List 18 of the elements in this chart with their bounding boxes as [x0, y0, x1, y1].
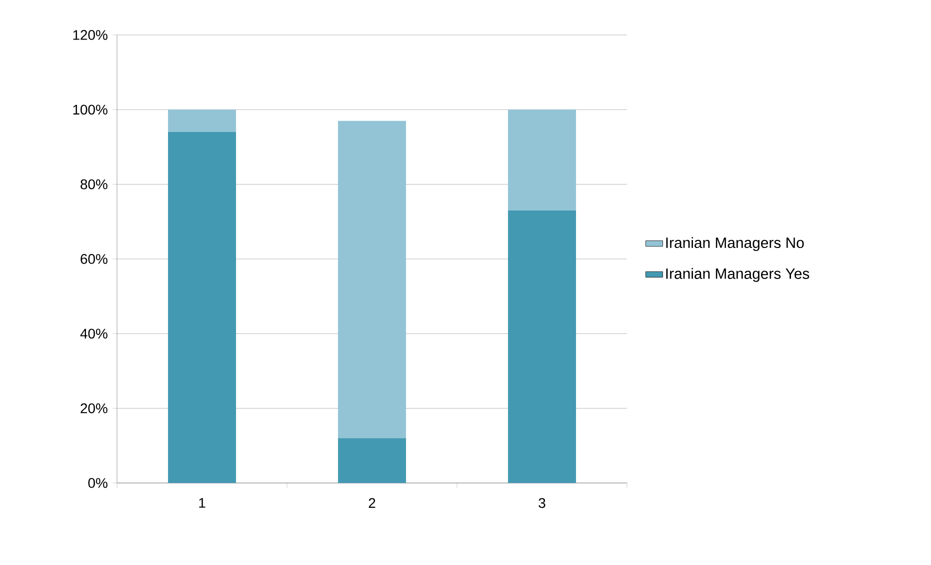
y-tick-label: 20%: [80, 403, 108, 414]
y-tick-label: 40%: [80, 328, 108, 339]
y-tick-label: 60%: [80, 254, 108, 264]
bar: [168, 132, 236, 483]
x-tick-label: 2: [368, 498, 376, 508]
bar: [508, 110, 576, 210]
bar: [338, 438, 406, 483]
y-tick-label: 0%: [88, 478, 108, 488]
bar: [508, 210, 576, 483]
x-tick-label: 1: [199, 498, 206, 508]
y-tick-label: 80%: [80, 179, 108, 190]
y-tick-label: 120%: [73, 30, 108, 40]
bar: [168, 110, 236, 132]
y-tick-label: 100%: [73, 104, 108, 115]
legend-label: Iranian Managers Yes: [666, 268, 810, 282]
legend-label: Iranian Managers No: [666, 237, 804, 251]
x-tick-label: 3: [538, 498, 546, 508]
bar: [338, 120, 406, 438]
